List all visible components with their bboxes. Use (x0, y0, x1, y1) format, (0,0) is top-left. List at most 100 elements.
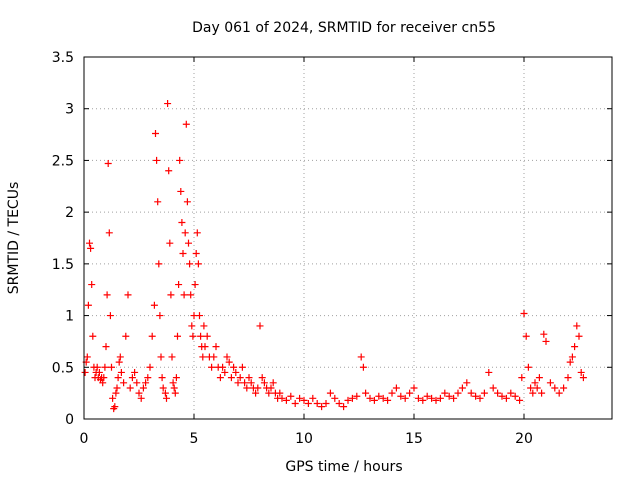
data-point (269, 379, 277, 387)
data-point (120, 379, 128, 387)
data-point (104, 160, 112, 168)
data-point (531, 379, 539, 387)
data-point (166, 239, 174, 247)
data-point (546, 379, 554, 387)
data-point (192, 250, 200, 258)
data-point (164, 100, 172, 108)
data-point (169, 379, 177, 387)
data-point (485, 368, 493, 376)
data-point (194, 260, 202, 268)
data-point (494, 389, 502, 397)
data-point (428, 394, 436, 402)
data-point (100, 374, 108, 382)
data-point (392, 384, 400, 392)
data-point (193, 229, 201, 237)
data-point (116, 353, 124, 361)
y-tick-label: 3 (65, 102, 74, 118)
data-point (179, 250, 187, 258)
data-point (401, 394, 409, 402)
data-point (234, 379, 242, 387)
data-point (128, 374, 136, 382)
data-point (476, 394, 484, 402)
data-point (170, 384, 178, 392)
data-point (573, 322, 581, 330)
y-tick-label: 1 (65, 309, 74, 325)
data-point (180, 291, 188, 299)
data-point (131, 368, 139, 376)
y-tick-label: 0 (65, 412, 74, 428)
data-point (304, 399, 312, 407)
data-point (163, 394, 170, 402)
data-point (106, 312, 114, 320)
data-point (326, 389, 334, 397)
data-point (535, 374, 543, 382)
data-point (579, 374, 587, 382)
data-point (103, 291, 111, 299)
data-point (344, 396, 352, 404)
data-point (176, 156, 184, 164)
data-point (148, 332, 156, 340)
data-point (115, 358, 123, 366)
data-point (133, 379, 141, 387)
data-point (322, 399, 330, 407)
data-point (265, 389, 273, 397)
data-point (177, 187, 185, 195)
data-points (81, 100, 587, 413)
data-point (144, 374, 152, 382)
data-point (527, 384, 535, 392)
data-point (87, 244, 95, 252)
data-point (518, 374, 526, 382)
data-point (524, 363, 532, 371)
data-point (95, 368, 103, 376)
data-point (397, 392, 405, 400)
data-point (375, 392, 383, 400)
data-point (238, 363, 246, 371)
data-point (232, 368, 240, 376)
data-point (200, 322, 208, 330)
data-point (419, 396, 427, 404)
data-point (154, 198, 162, 206)
data-point (203, 332, 211, 340)
data-point (318, 403, 326, 411)
data-point (538, 389, 546, 397)
data-point (296, 394, 304, 402)
data-point (241, 379, 249, 387)
data-point (533, 384, 541, 392)
x-tick-label: 5 (190, 431, 199, 447)
data-point (117, 368, 125, 376)
data-point (560, 384, 568, 392)
data-point (216, 374, 224, 382)
data-point (159, 384, 167, 392)
data-point (359, 363, 367, 371)
data-point (89, 332, 97, 340)
data-point (267, 384, 275, 392)
data-point (158, 374, 166, 382)
data-point (101, 363, 109, 371)
data-point (230, 363, 238, 371)
data-point (105, 229, 113, 237)
data-point (197, 332, 205, 340)
data-point (362, 389, 370, 397)
data-point (507, 389, 515, 397)
data-point (441, 389, 449, 397)
data-point (181, 229, 189, 237)
data-point (577, 368, 585, 376)
data-point (300, 396, 308, 404)
data-point (313, 399, 321, 407)
data-point (182, 120, 190, 128)
data-point (540, 330, 548, 338)
plot-frame (83, 56, 613, 420)
data-point (196, 312, 203, 320)
data-point (174, 332, 181, 340)
data-point (122, 332, 130, 340)
data-point (340, 403, 348, 411)
x-tick-label: 15 (405, 431, 423, 447)
data-point (243, 384, 251, 392)
data-point (83, 353, 91, 361)
data-point (155, 260, 163, 268)
x-tick-label: 0 (80, 431, 89, 447)
x-axis-label: GPS time / hours (285, 459, 402, 475)
data-point (502, 394, 510, 402)
data-point (227, 374, 235, 382)
